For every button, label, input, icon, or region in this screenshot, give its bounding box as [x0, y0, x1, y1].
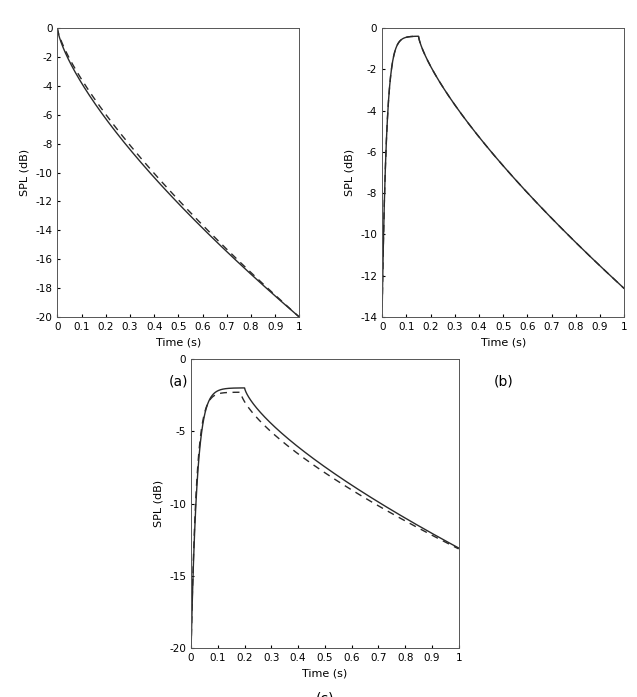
Text: (c): (c)	[315, 691, 334, 697]
Text: (a): (a)	[169, 375, 188, 389]
Y-axis label: SPL (dB): SPL (dB)	[154, 480, 164, 527]
Text: (b): (b)	[493, 375, 513, 389]
Y-axis label: SPL (dB): SPL (dB)	[345, 149, 355, 196]
X-axis label: Time (s): Time (s)	[480, 337, 526, 348]
Y-axis label: SPL (dB): SPL (dB)	[20, 149, 30, 196]
X-axis label: Time (s): Time (s)	[302, 668, 348, 679]
X-axis label: Time (s): Time (s)	[155, 337, 201, 348]
